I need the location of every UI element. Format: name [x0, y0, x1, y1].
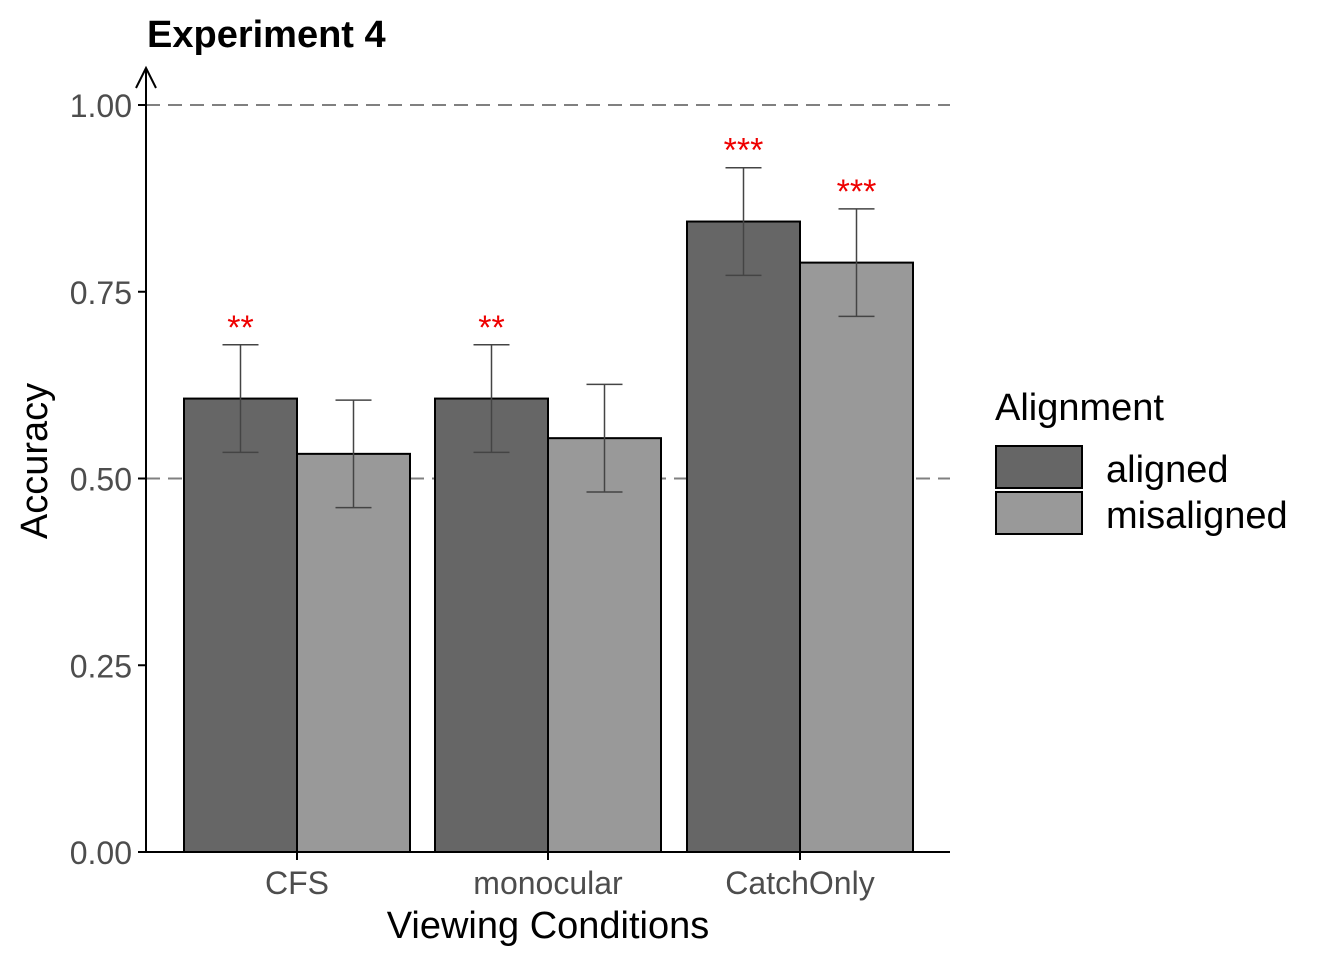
bar [183, 397, 298, 853]
legend-title: Alignment [995, 387, 1164, 429]
x-axis: CFS monocular CatchOnly [146, 851, 950, 901]
significance-marker: ** [478, 309, 504, 347]
x-tick-label: CFS [265, 865, 329, 901]
bar [434, 397, 549, 853]
y-tick-label: 0.75 [70, 275, 132, 311]
legend-label: aligned [1106, 449, 1229, 491]
x-axis-label: Viewing Conditions [387, 905, 710, 947]
significance-marker: ** [227, 309, 253, 347]
bar [296, 452, 411, 853]
bar [799, 261, 914, 853]
y-tick-label: 1.00 [70, 88, 132, 124]
x-ticks: CFS monocular CatchOnly [265, 852, 875, 901]
chart-title: Experiment 4 [147, 14, 386, 56]
y-tick-label: 0.25 [70, 648, 132, 684]
y-tick-label: 0.00 [70, 835, 132, 871]
bar [547, 437, 662, 853]
bars [183, 220, 914, 854]
error-bars [222, 166, 875, 509]
x-tick-label: CatchOnly [725, 865, 874, 901]
legend-label: misaligned [1106, 495, 1288, 537]
y-ticks: 0.00 0.25 0.50 0.75 1.00 [70, 88, 146, 871]
legend-key [995, 445, 1083, 489]
y-axis-label: Accuracy [14, 383, 56, 539]
x-tick-label: monocular [473, 865, 623, 901]
legend-key [995, 491, 1083, 535]
bar [686, 220, 801, 854]
y-axis: 0.00 0.25 0.50 0.75 1.00 [70, 65, 157, 871]
y-tick-label: 0.50 [70, 462, 132, 498]
significance-marker: *** [837, 173, 877, 211]
significance-marker: *** [724, 132, 764, 170]
y-axis-arrow-icon [135, 65, 157, 89]
significance-markers: ** ******** [227, 132, 876, 347]
